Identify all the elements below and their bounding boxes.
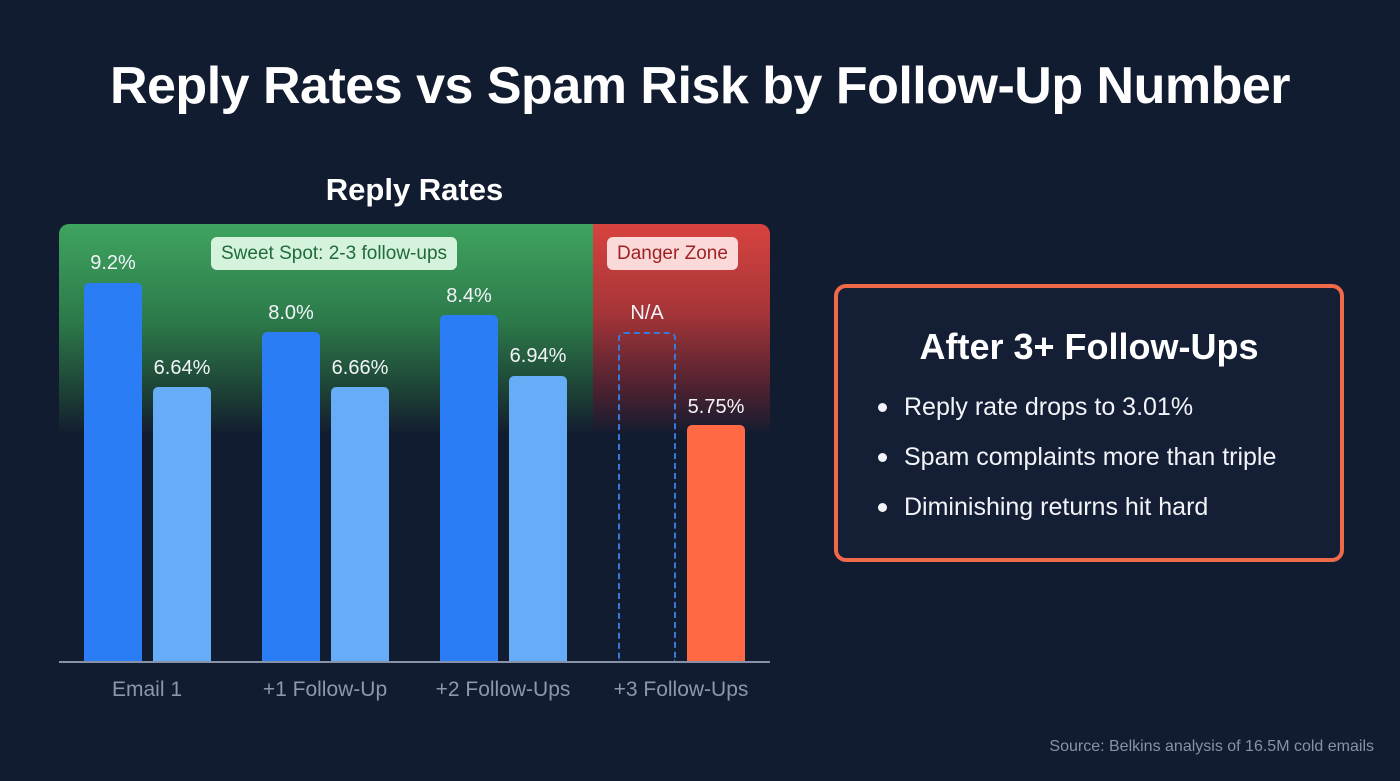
- chart-title: Reply Rates: [325, 172, 504, 207]
- x-axis-label: +1 Follow-Up: [262, 678, 388, 701]
- bar-followup3-na-placeholder: [618, 332, 676, 662]
- bar-value-label: 9.2%: [90, 252, 136, 274]
- callout-title: After 3+ Follow-Ups: [919, 326, 1259, 367]
- bar-value-label: 8.4%: [446, 285, 492, 307]
- bar-value-label: 6.94%: [509, 345, 567, 367]
- bar-value-label: 6.64%: [153, 357, 211, 379]
- x-axis-label: +2 Follow-Ups: [435, 678, 571, 701]
- sweet-spot-badge: Sweet Spot: 2-3 follow-ups: [211, 237, 458, 270]
- callout-list: Reply rate drops to 3.01% Spam complaint…: [876, 388, 1276, 538]
- bar-value-label: 6.66%: [331, 357, 389, 379]
- bar-email1-primary: [84, 283, 142, 662]
- bullet-icon: [878, 403, 887, 412]
- bar-value-label: 8.0%: [268, 302, 314, 324]
- x-axis-label: +3 Follow-Ups: [613, 678, 749, 701]
- bar-followup3-secondary: [687, 425, 745, 662]
- bar-followup2-primary: [440, 315, 498, 662]
- bar-followup1-secondary: [331, 387, 389, 662]
- source-note: Source: Belkins analysis of 16.5M cold e…: [1049, 738, 1374, 755]
- callout-item: Spam complaints more than triple: [876, 438, 1276, 488]
- page-title: Reply Rates vs Spam Risk by Follow-Up Nu…: [109, 57, 1291, 115]
- bar-email1-secondary: [153, 387, 211, 662]
- bar-value-label: N/A: [630, 302, 664, 324]
- bullet-icon: [878, 453, 887, 462]
- callout-item: Reply rate drops to 3.01%: [876, 388, 1276, 438]
- callout-panel: After 3+ Follow-Ups Reply rate drops to …: [834, 284, 1344, 562]
- sweet-spot-zone: [59, 224, 593, 664]
- x-axis-line: [59, 661, 770, 663]
- bar-value-label: 5.75%: [687, 396, 745, 418]
- bar-followup2-secondary: [509, 376, 567, 662]
- callout-item: Diminishing returns hit hard: [876, 488, 1276, 538]
- x-axis-label: Email 1: [111, 678, 183, 701]
- danger-zone-badge: Danger Zone: [607, 237, 738, 270]
- bar-followup1-primary: [262, 332, 320, 662]
- bullet-icon: [878, 503, 887, 512]
